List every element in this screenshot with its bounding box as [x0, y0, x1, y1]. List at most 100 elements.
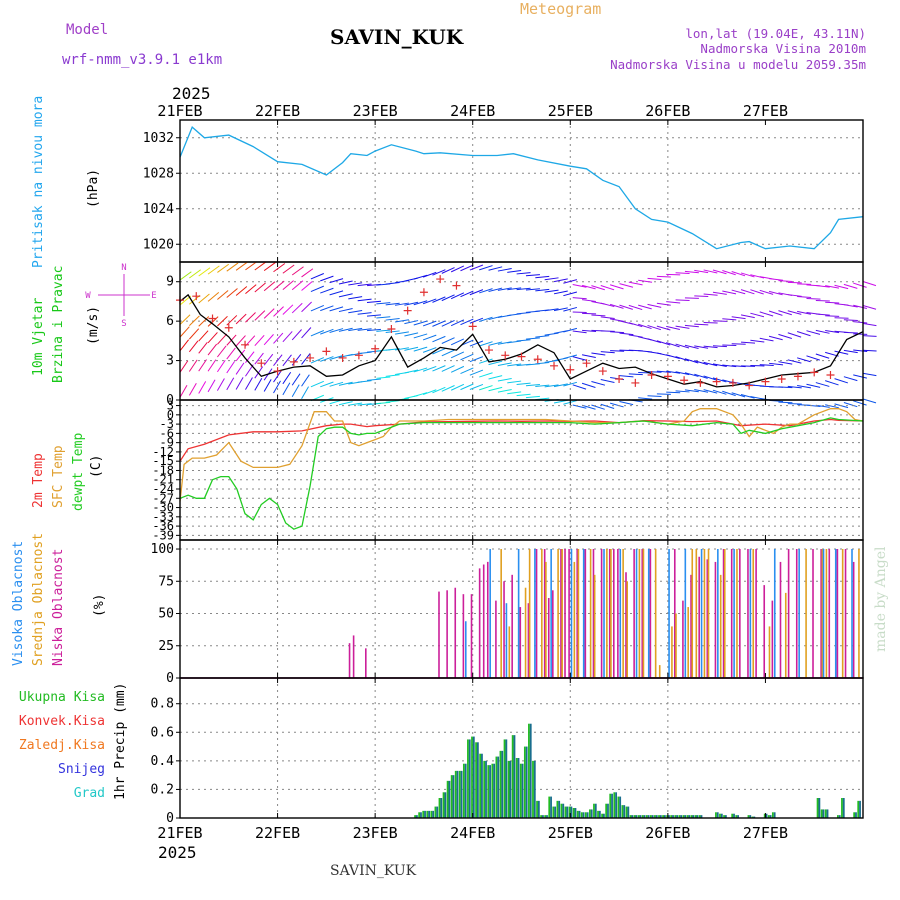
precip-bar-total: [751, 816, 754, 818]
wind-arrow: [422, 298, 437, 305]
wind-arrow: [338, 401, 353, 406]
wind-obs-point: [419, 288, 428, 297]
precip-bar-total: [641, 815, 644, 818]
wind-arrow: [740, 272, 755, 278]
precip-total-label: Ukupna Kisa: [19, 690, 105, 705]
precip-bar-grad: [639, 815, 642, 818]
wind-obs-point: [484, 346, 493, 355]
wind-arrow: [254, 366, 264, 379]
precip-bar-total: [824, 809, 827, 818]
y-tick-label: -27: [152, 491, 174, 505]
wind-obs-point: [371, 344, 380, 353]
precip-bar-grad: [733, 813, 735, 818]
wind-arrow: [684, 270, 699, 274]
precip-bar-total: [589, 809, 591, 818]
wind-arrow: [712, 291, 727, 295]
y-tick-label: -6: [160, 426, 174, 440]
precip-bar-total: [621, 805, 624, 818]
wind-arrow: [825, 285, 840, 289]
wind-obs-point: [468, 322, 477, 331]
wind-arrow: [759, 311, 774, 317]
precip-snow-label: Snijeg: [58, 762, 105, 777]
clouds-panel: 0 25 50 75 100: [151, 539, 864, 686]
wind-arrow: [507, 269, 522, 273]
wind-obs-point: [712, 377, 721, 386]
precip-bar-total: [771, 812, 774, 818]
panel-frame: [179, 677, 864, 819]
wind-arrow: [357, 298, 372, 302]
wind-arrow: [245, 377, 253, 390]
precip-bar-total: [747, 815, 750, 818]
wind-arrow: [226, 315, 238, 326]
precip-bar-grad: [529, 723, 532, 818]
wind-arrow: [198, 316, 210, 327]
wind-arrow: [666, 325, 680, 330]
precip-bar-grad: [765, 813, 768, 818]
precip-bar-total: [491, 763, 494, 818]
cloud-unit: (%): [92, 594, 107, 617]
wind-arrow: [703, 345, 718, 349]
wind-arrow: [217, 345, 227, 358]
wind-arrow: [488, 360, 503, 366]
wind-arrow: [235, 377, 244, 390]
wind-arrow: [694, 295, 709, 298]
wind-arrow: [291, 384, 300, 398]
precip-bar-total: [674, 815, 677, 818]
wind-arrow: [488, 266, 503, 271]
wind-arrow: [301, 386, 309, 400]
precip-bar-grad: [481, 753, 483, 818]
compass-e: E: [151, 291, 156, 301]
wind-arrow: [385, 330, 400, 334]
precip-bar-grad: [590, 809, 593, 818]
wind-arrow: [338, 381, 353, 386]
precip-bar-total: [670, 815, 673, 818]
wind-direction-legend: N W E S: [85, 263, 156, 329]
wind-arrow: [778, 361, 793, 365]
wind-arrow: [432, 365, 446, 372]
precip-bar-total: [434, 806, 437, 818]
wind-arrow: [582, 299, 597, 302]
wind-arrow: [217, 315, 228, 327]
wind-arrow: [497, 389, 512, 393]
precip-bar-grad: [842, 798, 845, 818]
wind-obs-point: [793, 372, 802, 381]
wind-arrow: [694, 360, 708, 366]
wind-arrow: [338, 280, 353, 285]
wind-arrow: [815, 404, 830, 408]
wind-arrow: [619, 283, 634, 288]
wind-arrow: [694, 373, 708, 379]
wind-arrow: [553, 307, 568, 312]
wind-arrow: [357, 283, 372, 287]
wind-arrow: [581, 354, 596, 359]
wind-arrow: [301, 268, 314, 278]
wind-arrow: [179, 339, 190, 352]
wind-arrow: [310, 305, 324, 312]
wind-arrow: [656, 370, 671, 373]
wind-arrow: [320, 381, 334, 388]
wind-arrow: [712, 345, 727, 348]
precip-bar-grad: [558, 800, 561, 818]
wind-arrow: [647, 303, 662, 308]
precip-bar-grad: [521, 763, 524, 818]
wind-arrow: [310, 330, 324, 337]
wind-arrow: [712, 377, 727, 383]
wind-arrow: [422, 389, 437, 396]
wind-arrow: [563, 327, 578, 333]
wind-arrow: [226, 377, 235, 391]
wind-arrow: [497, 287, 512, 291]
wind-arrow: [357, 403, 372, 406]
wind-arrow: [563, 381, 578, 387]
wind-arrow: [675, 299, 690, 302]
altitude-model-label: Nadmorska Visina u modelu 2059.35m: [610, 57, 866, 72]
precip-bar-grad: [720, 813, 723, 818]
precip-bar-total: [430, 810, 433, 818]
wind-arrow: [329, 355, 344, 360]
precip-bar-total: [666, 815, 669, 818]
wind-arrow: [525, 274, 540, 277]
wind-arrow: [441, 365, 455, 372]
precip-bar-total: [601, 813, 604, 818]
wind-arrow: [862, 304, 877, 310]
wind-arrow: [563, 291, 578, 297]
wind-arrow: [675, 371, 690, 376]
year-top: 2025: [172, 84, 211, 103]
